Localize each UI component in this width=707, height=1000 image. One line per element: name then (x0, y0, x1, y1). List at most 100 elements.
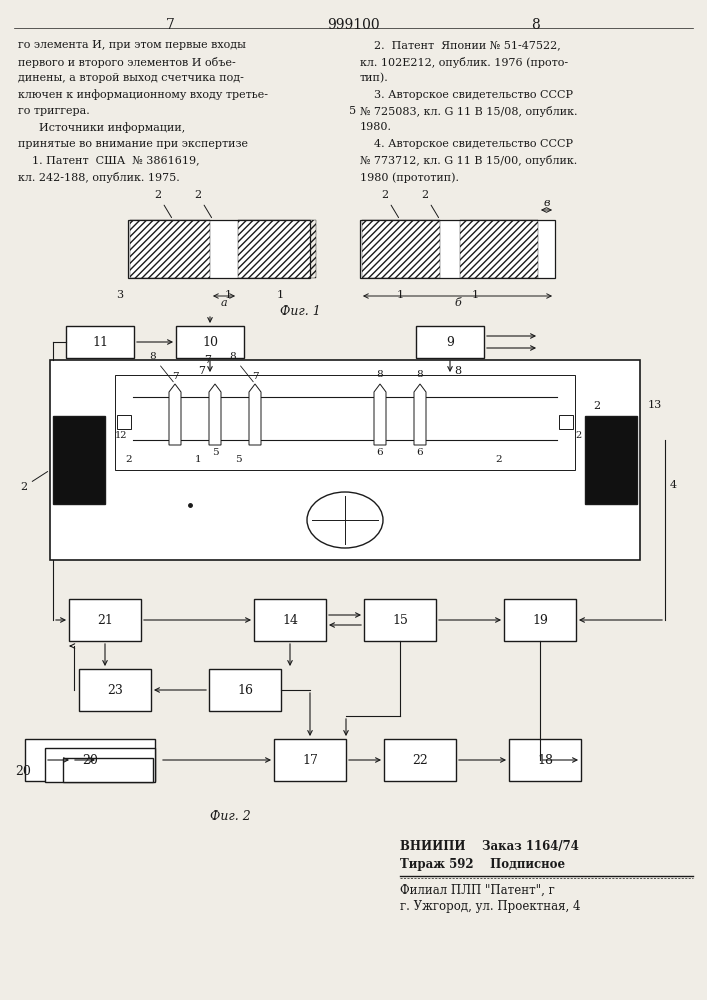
Text: Фиг. 1: Фиг. 1 (280, 305, 320, 318)
Bar (504, 599, 576, 641)
Text: 8: 8 (230, 352, 253, 382)
Bar (238, 220, 316, 278)
Text: 7: 7 (204, 355, 211, 365)
Text: 21: 21 (97, 613, 113, 626)
Text: 3. Авторское свидетельство СССР: 3. Авторское свидетельство СССР (360, 90, 573, 100)
Bar (460, 220, 538, 278)
Bar (254, 599, 326, 641)
Text: г. Ужгород, ул. Проектная, 4: г. Ужгород, ул. Проектная, 4 (400, 900, 580, 913)
Ellipse shape (307, 492, 383, 548)
Bar (509, 739, 581, 781)
Text: 20: 20 (82, 754, 98, 766)
Text: го триггера.: го триггера. (18, 106, 90, 116)
Text: 14: 14 (282, 613, 298, 626)
Text: в: в (543, 198, 550, 208)
Text: 19: 19 (532, 613, 548, 626)
Text: ВНИИПИ    Заказ 1164/74: ВНИИПИ Заказ 1164/74 (400, 840, 579, 853)
Text: 9: 9 (446, 336, 454, 349)
Polygon shape (414, 384, 426, 445)
Bar (416, 326, 484, 358)
Text: 4. Авторское свидетельство СССР: 4. Авторское свидетельство СССР (360, 139, 573, 149)
Text: 7: 7 (252, 372, 258, 381)
Text: 8: 8 (532, 18, 540, 32)
Bar (274, 739, 346, 781)
Text: 1980.: 1980. (360, 122, 392, 132)
Bar (559, 415, 573, 429)
Bar (364, 599, 436, 641)
Text: ключен к информационному входу третье-: ключен к информационному входу третье- (18, 90, 268, 100)
Text: 8: 8 (377, 370, 383, 379)
Bar (384, 739, 456, 781)
Text: 1: 1 (397, 290, 404, 300)
Text: 1. Патент  США  № 3861619,: 1. Патент США № 3861619, (18, 155, 199, 165)
Text: 15: 15 (392, 613, 408, 626)
Text: 10: 10 (202, 336, 218, 349)
Polygon shape (249, 384, 261, 445)
Text: 8: 8 (416, 370, 423, 379)
Polygon shape (169, 384, 181, 445)
Text: кл. 102Е212, опублик. 1976 (прото-: кл. 102Е212, опублик. 1976 (прото- (360, 56, 568, 68)
Text: 1: 1 (224, 290, 232, 300)
Bar (115, 375, 575, 470)
Text: Филиал ПЛП "Патент", г: Филиал ПЛП "Патент", г (400, 884, 555, 897)
Text: 2: 2 (20, 472, 47, 492)
Text: 999100: 999100 (327, 18, 380, 32)
Bar (128, 220, 310, 278)
Text: 23: 23 (107, 684, 123, 696)
Bar (66, 326, 134, 358)
Text: 1: 1 (276, 290, 284, 300)
Text: 1: 1 (195, 455, 201, 464)
Bar (130, 220, 210, 278)
Text: 6: 6 (377, 448, 383, 457)
Text: 22: 22 (412, 754, 428, 766)
Text: 2: 2 (382, 190, 399, 218)
Text: Тираж 592    Подписное: Тираж 592 Подписное (400, 858, 565, 871)
Bar (209, 669, 281, 711)
Bar (50, 360, 640, 560)
Bar (176, 326, 244, 358)
Text: 4: 4 (670, 480, 677, 490)
Text: 2: 2 (575, 431, 581, 440)
Text: 7: 7 (172, 372, 178, 381)
Bar (79, 669, 151, 711)
Text: № 725083, кл. G 11 В 15/08, опублик.: № 725083, кл. G 11 В 15/08, опублик. (360, 106, 578, 117)
Bar (45, 748, 155, 782)
Bar (117, 415, 131, 429)
Text: 8: 8 (454, 366, 461, 376)
Text: 2: 2 (194, 190, 211, 218)
Text: динены, а второй выход счетчика под-: динены, а второй выход счетчика под- (18, 73, 244, 83)
Text: Фиг. 2: Фиг. 2 (209, 810, 250, 823)
Text: первого и второго элементов И объе-: первого и второго элементов И объе- (18, 56, 235, 68)
Text: 5: 5 (211, 448, 218, 457)
Bar (69, 599, 141, 641)
Polygon shape (374, 384, 386, 445)
Text: 3: 3 (116, 290, 123, 300)
Text: 7: 7 (198, 366, 205, 376)
Text: принятые во внимание при экспертизе: принятые во внимание при экспертизе (18, 139, 248, 149)
Text: 8: 8 (150, 352, 173, 382)
Text: № 773712, кл. G 11 В 15/00, опублик.: № 773712, кл. G 11 В 15/00, опублик. (360, 155, 577, 166)
Text: го элемента И, при этом первые входы: го элемента И, при этом первые входы (18, 40, 246, 50)
Bar (360, 220, 555, 278)
Text: Источники информации,: Источники информации, (18, 122, 185, 133)
Text: 7: 7 (165, 18, 175, 32)
Text: 1980 (прототип).: 1980 (прототип). (360, 172, 459, 183)
Text: а: а (221, 298, 228, 308)
Text: 1: 1 (472, 290, 479, 300)
Text: б: б (454, 298, 461, 308)
Text: 2: 2 (593, 401, 600, 411)
Text: 2: 2 (154, 190, 172, 218)
Text: 6: 6 (416, 448, 423, 457)
Bar (585, 416, 637, 504)
Text: 18: 18 (537, 754, 553, 766)
Bar (362, 220, 440, 278)
Text: 11: 11 (92, 336, 108, 349)
Text: 20: 20 (15, 765, 31, 778)
Text: 17: 17 (302, 754, 318, 766)
Bar (63, 758, 153, 782)
Text: 5: 5 (235, 455, 242, 464)
Bar (25, 739, 155, 781)
Text: тип).: тип). (360, 73, 389, 83)
Text: 2: 2 (495, 455, 502, 464)
Text: 2: 2 (125, 455, 132, 464)
